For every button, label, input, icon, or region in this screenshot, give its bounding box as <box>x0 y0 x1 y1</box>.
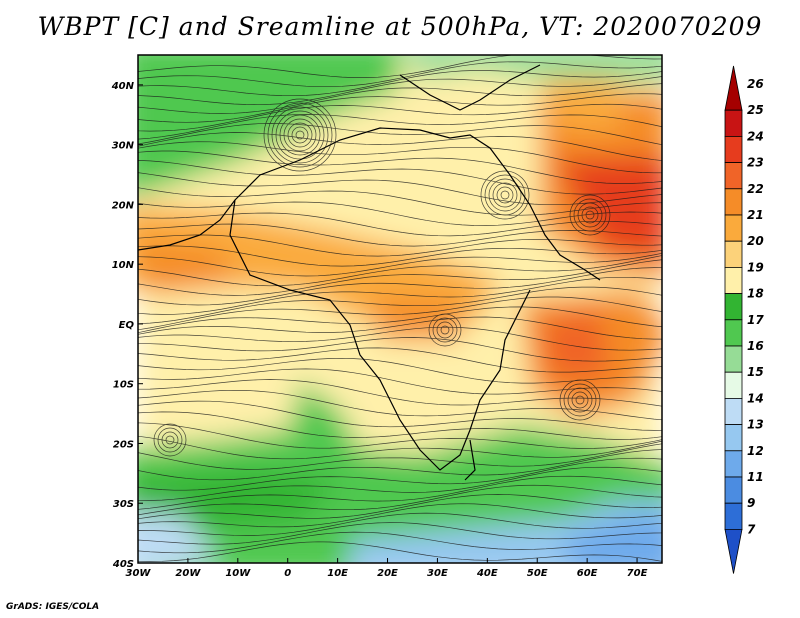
colorbar-swatch <box>724 135 743 163</box>
colorbar-label: 23 <box>747 156 764 170</box>
streamlines <box>138 55 662 562</box>
colorbar-swatch <box>724 319 743 347</box>
colorbar-label: 13 <box>747 418 764 432</box>
colorbar-swatch <box>724 188 743 216</box>
lat-tick-label: EQ <box>119 320 135 331</box>
lat-tick-label: 30N <box>112 141 135 152</box>
lon-tick-label: 10W <box>225 568 251 579</box>
lon-tick-label: 30E <box>427 568 448 579</box>
colorbar-swatch <box>724 345 743 373</box>
longitude-axis: 30W 20W 10W 0 10E 20E 30E 40E 50E 60E 70E <box>126 558 648 579</box>
colorbar-swatch <box>724 65 743 111</box>
colorbar-label: 14 <box>747 391 764 405</box>
colorbar: 26 25 24 23 22 21 20 19 18 17 16 15 14 13 12 11 9 7 <box>724 65 764 574</box>
coastlines <box>138 64 601 481</box>
colorbar-label: 24 <box>747 129 764 143</box>
colorbar-label: 25 <box>747 103 764 117</box>
colorbar-swatch <box>724 214 743 242</box>
colorbar-swatch <box>724 162 743 190</box>
colorbar-swatch <box>724 397 743 425</box>
lon-tick-label: 40E <box>476 568 498 579</box>
colorbar-label: 20 <box>747 234 764 248</box>
colorbar-label: 17 <box>747 313 764 327</box>
latitude-axis: 40N 30N 20N 10N EQ 10S 20S 30S 40S <box>111 81 143 570</box>
colorbar-swatch <box>724 266 743 294</box>
colorbar-swatch <box>724 476 743 504</box>
lat-tick-label: 20S <box>113 439 134 450</box>
colorbar-label: 7 <box>747 522 756 536</box>
colorbar-swatch <box>724 424 743 452</box>
colorbar-swatch <box>724 529 743 574</box>
colorbar-swatch <box>724 109 743 137</box>
lon-tick-label: 0 <box>284 568 291 579</box>
colorbar-label: 18 <box>747 287 764 301</box>
colorbar-swatch <box>724 293 743 321</box>
lat-tick-label: 20N <box>112 200 135 211</box>
footer-credit: GrADS: IGES/COLA <box>6 602 100 612</box>
lon-tick-label: 60E <box>577 568 598 579</box>
colorbar-label: 16 <box>747 339 764 353</box>
lat-tick-label: 40N <box>111 81 135 92</box>
map-frame <box>137 54 663 564</box>
chart-title: WBPT [C] and Sreamline at 500hPa, VT: 20… <box>37 12 763 41</box>
lat-tick-label: 10N <box>112 260 135 271</box>
colorbar-swatch <box>724 502 743 530</box>
colorbar-label: 9 <box>747 496 755 510</box>
colorbar-label: 26 <box>747 77 764 91</box>
lon-tick-label: 10E <box>327 568 348 579</box>
colorbar-swatch <box>724 371 743 399</box>
wbpt-field <box>138 55 662 563</box>
colorbar-label: 21 <box>747 208 764 222</box>
colorbar-label: 15 <box>747 365 764 379</box>
lat-tick-label: 10S <box>113 380 134 391</box>
lon-tick-label: 70E <box>627 568 648 579</box>
colorbar-label: 11 <box>747 470 764 484</box>
lon-tick-label: 30W <box>126 568 152 579</box>
colorbar-label: 22 <box>747 182 764 196</box>
colorbar-label: 19 <box>747 260 764 274</box>
colorbar-label: 12 <box>747 444 764 458</box>
lon-tick-label: 20E <box>377 568 398 579</box>
lon-tick-label: 20W <box>175 568 201 579</box>
colorbar-swatch <box>724 240 743 268</box>
lat-tick-label: 30S <box>113 499 134 510</box>
colorbar-swatch <box>724 450 743 478</box>
lat-tick-label: 40S <box>112 559 134 570</box>
lon-tick-label: 50E <box>527 568 548 579</box>
